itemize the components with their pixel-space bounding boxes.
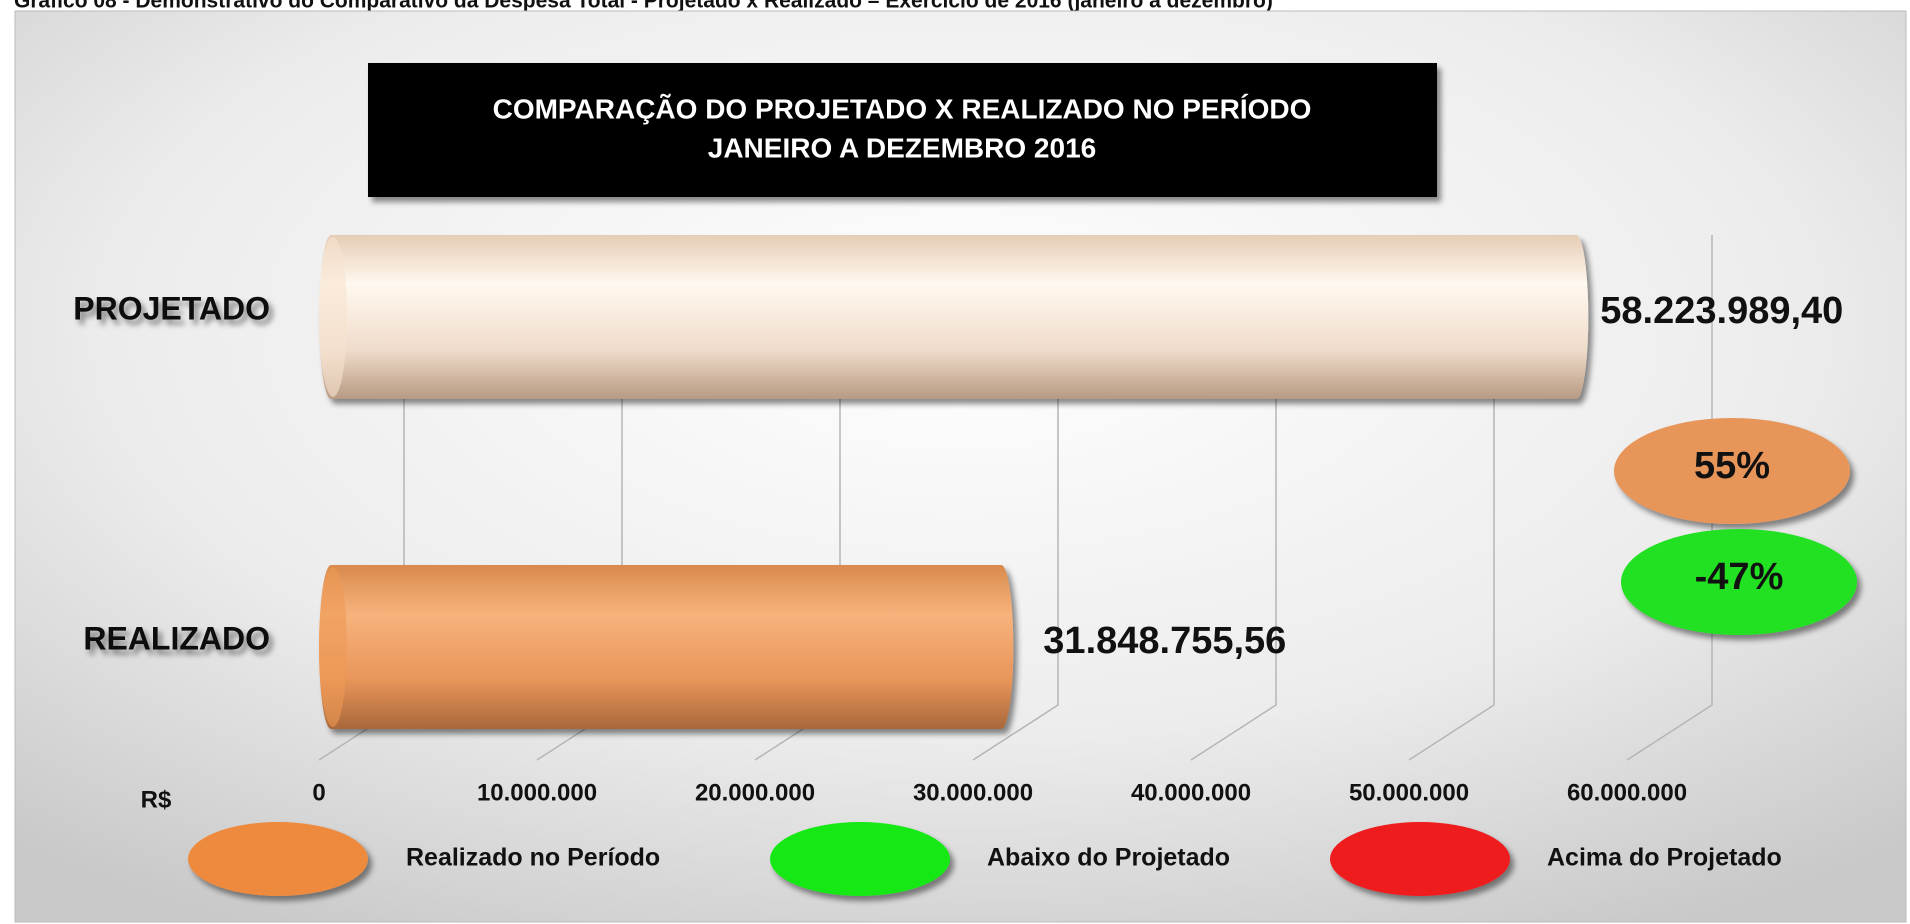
x-tick-label: 20.000.000 bbox=[695, 779, 815, 806]
x-tick-label: 30.000.000 bbox=[913, 779, 1033, 806]
value-label: 31.848.755,56 bbox=[1043, 620, 1286, 662]
annotation-text: 55% bbox=[1694, 445, 1770, 487]
x-tick-label: 60.000.000 bbox=[1567, 779, 1687, 806]
legend-label: Abaixo do Projetado bbox=[987, 844, 1230, 872]
x-tick-label: 40.000.000 bbox=[1131, 779, 1251, 806]
annotation-badge bbox=[1614, 418, 1850, 524]
bar bbox=[319, 565, 1014, 729]
grid-line bbox=[1626, 235, 1713, 761]
annotation-badge bbox=[1621, 529, 1857, 635]
category-label: PROJETADO bbox=[73, 290, 270, 326]
caption: Gráfico 08 - Demonstrativo do Comparativ… bbox=[14, 0, 1273, 13]
category-label: REALIZADO bbox=[83, 620, 270, 656]
bar-cap bbox=[319, 567, 347, 727]
legend-swatch bbox=[770, 822, 950, 896]
legend-swatch bbox=[1330, 822, 1510, 896]
bar bbox=[319, 235, 1589, 399]
legend-label: Realizado no Período bbox=[406, 844, 660, 872]
title-box bbox=[368, 63, 1437, 197]
bar-cap bbox=[319, 237, 347, 397]
axis-label: R$ bbox=[141, 786, 172, 813]
chart-title: JANEIRO A DEZEMBRO 2016 bbox=[708, 132, 1096, 163]
x-tick-label: 10.000.000 bbox=[477, 779, 597, 806]
chart-title: COMPARAÇÃO DO PROJETADO X REALIZADO NO P… bbox=[493, 93, 1312, 124]
value-label: 58.223.989,40 bbox=[1600, 290, 1843, 332]
x-tick-label: 50.000.000 bbox=[1349, 779, 1469, 806]
x-tick-label: 0 bbox=[312, 779, 325, 806]
legend-swatch bbox=[188, 822, 368, 896]
annotation-text: -47% bbox=[1695, 556, 1784, 598]
legend-label: Acima do Projetado bbox=[1547, 844, 1782, 872]
